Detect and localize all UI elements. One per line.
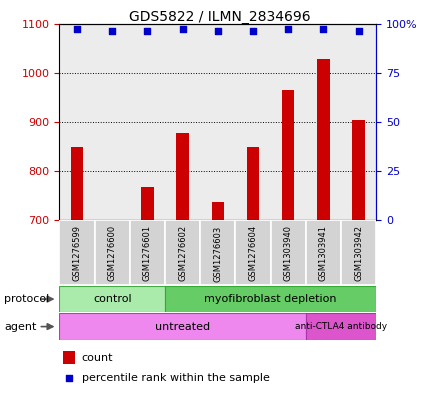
- Point: [285, 26, 292, 33]
- Bar: [352, 120, 365, 220]
- Text: GSM1276600: GSM1276600: [108, 225, 117, 281]
- Bar: [317, 59, 330, 220]
- Bar: [130, 220, 165, 285]
- Point: [179, 26, 186, 33]
- Point: [301, 266, 308, 272]
- Bar: [141, 187, 154, 220]
- Point: [109, 28, 116, 35]
- Text: GSM1276604: GSM1276604: [249, 225, 257, 281]
- Point: [355, 28, 362, 35]
- Text: count: count: [81, 353, 113, 362]
- Text: GSM1276601: GSM1276601: [143, 225, 152, 281]
- Bar: [341, 220, 376, 285]
- Text: myofibroblast depletion: myofibroblast depletion: [204, 294, 337, 304]
- Text: GSM1303942: GSM1303942: [354, 225, 363, 281]
- Text: anti-CTLA4 antibody: anti-CTLA4 antibody: [295, 322, 387, 331]
- Bar: [212, 202, 224, 220]
- Bar: [165, 286, 376, 312]
- Bar: [235, 220, 271, 285]
- Bar: [282, 90, 294, 220]
- Text: untreated: untreated: [155, 321, 210, 332]
- Text: control: control: [93, 294, 132, 304]
- Point: [144, 28, 151, 35]
- Text: protocol: protocol: [4, 294, 50, 304]
- Text: GSM1276602: GSM1276602: [178, 225, 187, 281]
- Text: GDS5822 / ILMN_2834696: GDS5822 / ILMN_2834696: [129, 10, 311, 24]
- Point: [214, 28, 221, 35]
- Bar: [200, 220, 235, 285]
- Bar: [165, 220, 200, 285]
- Text: GSM1303940: GSM1303940: [284, 225, 293, 281]
- Text: GSM1276599: GSM1276599: [73, 225, 81, 281]
- Text: GSM1276603: GSM1276603: [213, 225, 222, 281]
- Text: percentile rank within the sample: percentile rank within the sample: [81, 373, 269, 383]
- Bar: [306, 220, 341, 285]
- Text: agent: agent: [4, 321, 37, 332]
- Bar: [306, 313, 376, 340]
- Bar: [247, 147, 259, 220]
- Bar: [62, 351, 75, 364]
- Bar: [59, 286, 165, 312]
- Bar: [176, 132, 189, 220]
- Point: [73, 26, 81, 33]
- Point: [249, 28, 257, 35]
- Bar: [59, 220, 95, 285]
- Bar: [59, 313, 306, 340]
- Text: GSM1303941: GSM1303941: [319, 225, 328, 281]
- Point: [320, 26, 327, 33]
- Bar: [95, 220, 130, 285]
- Bar: [271, 220, 306, 285]
- Bar: [71, 147, 83, 220]
